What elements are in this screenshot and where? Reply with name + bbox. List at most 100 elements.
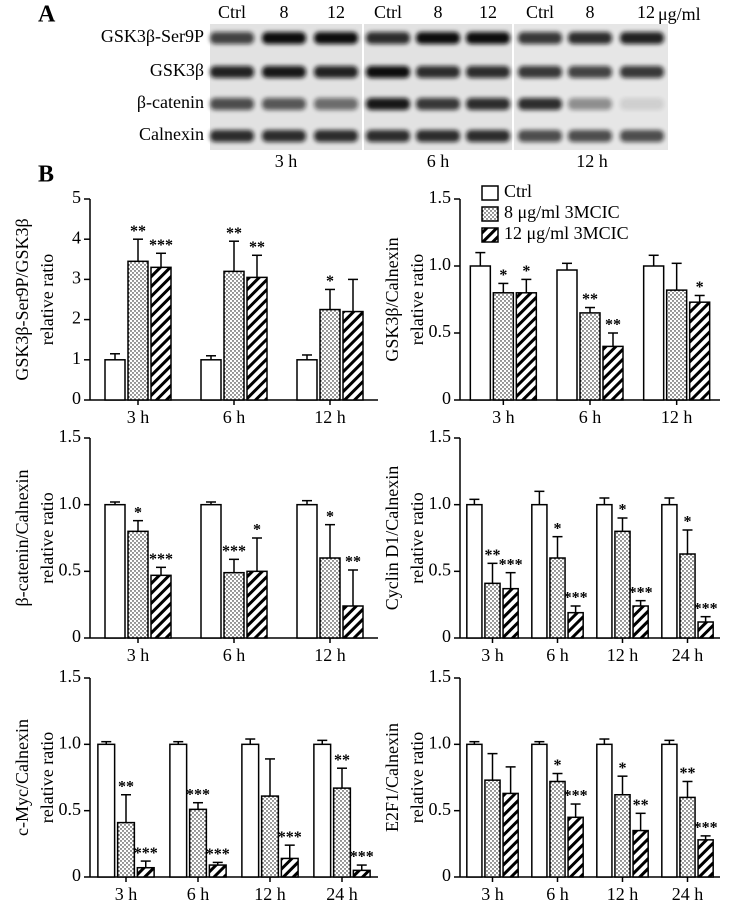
legend-label: Ctrl bbox=[504, 181, 532, 201]
significance-label: ** bbox=[633, 797, 649, 814]
x-tick-label: 6 h bbox=[546, 884, 569, 904]
blot-band bbox=[620, 98, 664, 110]
chart: c-Myc/Calnexin relative ratio 0 0.5 1.0 1.5 3 … bbox=[12, 666, 378, 904]
chart: GSK3β-Ser9P/GSK3β relative ratio 0 1 2 3 4 5 3 h… bbox=[12, 187, 378, 427]
unit-label: μg/ml bbox=[658, 4, 701, 24]
blot-band bbox=[210, 98, 254, 110]
bar bbox=[127, 260, 149, 401]
blot-band bbox=[314, 130, 358, 142]
y-axis-label: relative ratio bbox=[407, 492, 427, 583]
bar bbox=[150, 574, 172, 639]
row-label: GSK3β bbox=[150, 60, 204, 80]
panel-label: A bbox=[38, 2, 56, 28]
lane-label: 12 bbox=[479, 2, 497, 22]
blot-band bbox=[314, 98, 358, 110]
significance-label: ** bbox=[485, 547, 501, 564]
blot-band bbox=[466, 98, 510, 110]
western-blot bbox=[210, 24, 668, 150]
bar bbox=[596, 743, 613, 878]
legend-swatch bbox=[481, 206, 499, 222]
x-tick-label: 12 h bbox=[314, 407, 346, 427]
y-tick-label: 1.5 bbox=[59, 666, 82, 686]
bar bbox=[332, 787, 352, 878]
x-tick-label: 3 h bbox=[481, 645, 504, 665]
bar bbox=[246, 570, 268, 639]
blot-band bbox=[568, 66, 612, 78]
y-tick-label: 1.0 bbox=[429, 254, 452, 274]
blot-band bbox=[466, 32, 510, 44]
blot-band bbox=[518, 98, 562, 110]
bar bbox=[127, 530, 149, 639]
blot-band bbox=[620, 66, 664, 78]
bar bbox=[116, 821, 136, 878]
blot-band bbox=[262, 66, 306, 78]
y-axis-label: c-Myc/Calnexin bbox=[12, 719, 32, 836]
x-tick-label: 12 h bbox=[607, 884, 639, 904]
x-tick-label: 6 h bbox=[579, 407, 602, 427]
bar bbox=[492, 292, 515, 401]
lane-label: Ctrl bbox=[218, 2, 246, 22]
x-tick-label: 12 h bbox=[314, 645, 346, 665]
bar bbox=[556, 269, 578, 401]
bar bbox=[697, 621, 714, 639]
blot-band bbox=[262, 98, 306, 110]
lane-label: 12 bbox=[637, 2, 655, 22]
y-axis-label: relative ratio bbox=[37, 254, 57, 345]
x-tick-label: 6 h bbox=[546, 645, 569, 665]
bar bbox=[223, 270, 245, 401]
y-tick-label: 1.0 bbox=[429, 493, 452, 513]
bar bbox=[688, 301, 711, 401]
y-tick-label: 0 bbox=[442, 865, 451, 885]
significance-label: * bbox=[554, 757, 562, 774]
chart: Cyclin D1/Calnexin relative ratio 0 0.5 1.0 1… bbox=[382, 426, 720, 665]
significance-label: *** bbox=[629, 584, 653, 601]
bar bbox=[549, 780, 566, 878]
x-tick-label: 12 h bbox=[661, 407, 693, 427]
bar bbox=[223, 571, 245, 639]
blot-band bbox=[518, 32, 562, 44]
x-tick-label: 6 h bbox=[223, 645, 246, 665]
bar bbox=[200, 503, 222, 639]
x-tick-label: 3 h bbox=[492, 407, 515, 427]
bar bbox=[466, 743, 483, 878]
bar bbox=[602, 345, 624, 401]
x-tick-label: 24 h bbox=[672, 884, 704, 904]
bar bbox=[642, 265, 665, 401]
blot-band bbox=[366, 98, 410, 110]
x-tick-label: 24 h bbox=[672, 645, 704, 665]
lane-label: Ctrl bbox=[526, 2, 554, 22]
bar bbox=[97, 743, 116, 878]
blot-band bbox=[314, 66, 358, 78]
bar bbox=[567, 816, 584, 878]
bar bbox=[200, 359, 222, 401]
bar bbox=[466, 503, 483, 639]
bar bbox=[579, 312, 601, 401]
panel-label: B bbox=[38, 162, 54, 188]
significance-label: ** bbox=[334, 752, 350, 769]
y-tick-label: 4 bbox=[72, 227, 81, 247]
significance-label: * bbox=[696, 279, 704, 296]
significance-label: *** bbox=[278, 829, 302, 846]
significance-label: * bbox=[619, 502, 627, 519]
blot-band bbox=[366, 130, 410, 142]
blot-band bbox=[366, 66, 410, 78]
bar bbox=[596, 503, 613, 639]
bar bbox=[296, 503, 318, 639]
significance-label: *** bbox=[134, 845, 158, 862]
significance-label: ** bbox=[605, 317, 621, 334]
significance-label: ** bbox=[118, 778, 134, 795]
blot-band bbox=[620, 32, 664, 44]
y-tick-label: 0 bbox=[72, 865, 81, 885]
lane-label: 12 bbox=[327, 2, 345, 22]
row-label: β-catenin bbox=[137, 92, 204, 112]
bar bbox=[342, 605, 364, 639]
x-tick-label: 3 h bbox=[481, 884, 504, 904]
y-tick-label: 1.0 bbox=[429, 732, 452, 752]
bar bbox=[502, 792, 519, 878]
significance-label: *** bbox=[564, 788, 588, 805]
y-axis-label: relative ratio bbox=[407, 732, 427, 823]
y-tick-label: 0.5 bbox=[429, 799, 452, 819]
bar bbox=[169, 743, 188, 878]
bar bbox=[632, 605, 649, 639]
y-tick-label: 0 bbox=[72, 626, 81, 646]
